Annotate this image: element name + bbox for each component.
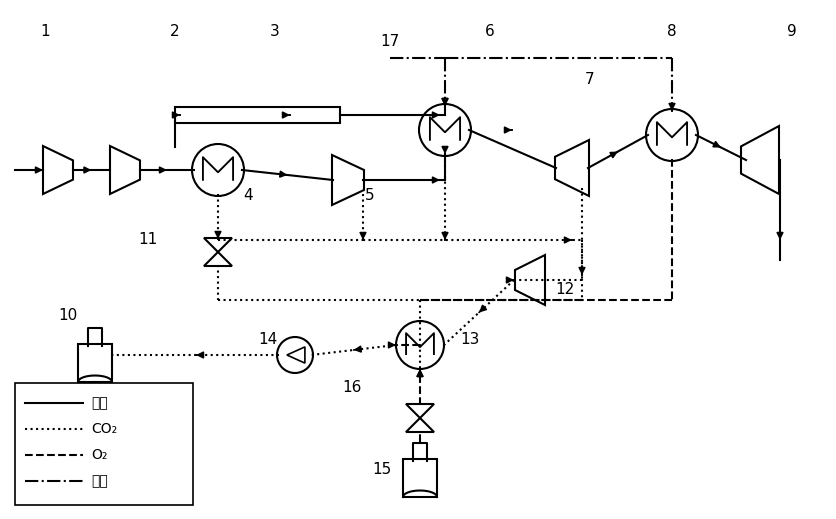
Text: 空气: 空气 — [91, 396, 108, 410]
Text: 16: 16 — [342, 380, 361, 395]
Text: 14: 14 — [258, 333, 278, 348]
Text: 12: 12 — [555, 282, 574, 297]
Text: 10: 10 — [59, 307, 78, 322]
Text: 11: 11 — [138, 233, 157, 248]
Text: 1: 1 — [40, 24, 50, 39]
Text: O₂: O₂ — [91, 448, 107, 462]
Text: 2: 2 — [170, 24, 180, 39]
Text: 4: 4 — [243, 187, 252, 202]
Text: 7: 7 — [584, 73, 594, 88]
Text: 8: 8 — [666, 24, 676, 39]
Text: CO₂: CO₂ — [91, 422, 117, 436]
Text: 5: 5 — [364, 187, 375, 202]
Text: 6: 6 — [485, 24, 494, 39]
Text: 9: 9 — [786, 24, 796, 39]
Text: 13: 13 — [460, 333, 479, 348]
Text: 燃料: 燃料 — [91, 474, 108, 488]
Text: 17: 17 — [380, 34, 399, 49]
Text: 3: 3 — [270, 24, 279, 39]
Text: 15: 15 — [372, 462, 391, 477]
